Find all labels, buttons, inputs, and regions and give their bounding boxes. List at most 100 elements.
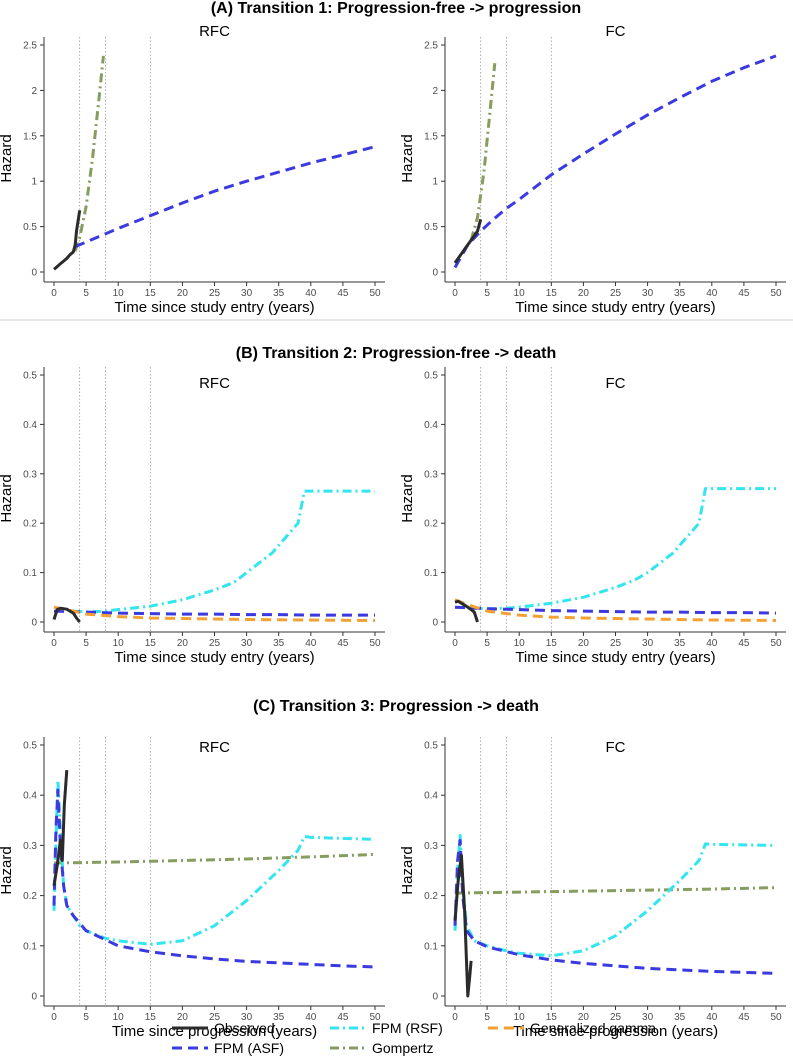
legend-label: Generalized gamma	[530, 1020, 656, 1036]
panel-subtitle: FC	[606, 375, 626, 392]
chart-panel: RFC 0 5 10 15 20 25 30 35 40 45 50 0 0.1 0.2 0.3 0.4 0.5 T…	[0, 737, 385, 1040]
series-line-gengamma	[53, 605, 376, 622]
series-line-gompertz	[53, 852, 376, 865]
x-tick-label: 15	[546, 288, 558, 299]
series-line-gengamma	[454, 598, 777, 622]
panel-subtitle: FC	[606, 23, 626, 40]
x-tick-label: 35	[273, 1012, 285, 1023]
x-tick-label: 40	[305, 1012, 317, 1023]
x-tick-label: 15	[546, 1012, 558, 1023]
legend: Observed FPM (ASF) FPM (RSF) Gompertz Genera…	[172, 1020, 656, 1056]
series-line-fpm_asf	[52, 788, 376, 969]
x-tick-label: 30	[241, 638, 253, 649]
x-tick-label: 10	[514, 638, 526, 649]
x-tick-label: 50	[770, 288, 782, 299]
x-tick-label: 0	[452, 1012, 458, 1023]
x-tick-label: 15	[145, 288, 157, 299]
series-line-gompertz	[454, 886, 777, 895]
y-tick-label: 0.1	[424, 941, 438, 952]
x-tick-label: 0	[452, 288, 458, 299]
x-tick-label: 25	[209, 288, 221, 299]
x-tick-label: 40	[305, 288, 317, 299]
x-tick-label: 5	[83, 1012, 89, 1023]
y-tick-label: 0	[432, 268, 438, 279]
x-tick-label: 40	[305, 638, 317, 649]
y-tick-label: 0.5	[424, 741, 438, 752]
x-tick-label: 5	[484, 1012, 490, 1023]
x-tick-label: 20	[578, 1012, 590, 1023]
legend-item-gompertz: Gompertz	[330, 1040, 433, 1056]
x-tick-label: 25	[610, 1012, 622, 1023]
y-axis-title: Hazard	[0, 474, 15, 522]
y-tick-label: 1.5	[424, 131, 438, 142]
y-tick-label: 1	[432, 177, 438, 188]
x-tick-label: 10	[113, 638, 125, 649]
x-tick-label: 25	[610, 638, 622, 649]
x-tick-label: 20	[177, 1012, 189, 1023]
series-line-fpm_asf	[454, 605, 777, 615]
y-tick-label: 0.5	[424, 371, 438, 382]
panel-subtitle: RFC	[199, 375, 230, 392]
x-tick-label: 5	[83, 288, 89, 299]
series-line-observed	[453, 853, 473, 998]
y-tick-label: 0	[31, 618, 37, 629]
series-line-gompertz	[469, 63, 497, 241]
y-axis-title: Hazard	[0, 846, 15, 894]
y-tick-label: 0.4	[424, 791, 438, 802]
x-axis-title: Time since progression (years)	[513, 1023, 718, 1040]
y-tick-label: 0.4	[23, 791, 37, 802]
y-tick-label: 0.3	[424, 841, 438, 852]
x-tick-label: 35	[674, 1012, 686, 1023]
series-line-fpm_rsf	[453, 833, 777, 958]
x-tick-label: 15	[546, 638, 558, 649]
x-axis-title: Time since study entry (years)	[114, 299, 314, 316]
y-tick-label: 0.1	[23, 568, 37, 579]
panel-subtitle: RFC	[199, 739, 230, 756]
y-tick-label: 2	[432, 86, 438, 97]
chart-panel: RFC 0 5 10 15 20 25 30 35 40 45 50 0 0.5 1 1.5 2 2.5 Time …	[0, 23, 385, 316]
x-tick-label: 25	[209, 1012, 221, 1023]
y-tick-label: 2	[31, 86, 37, 97]
x-tick-label: 15	[145, 1012, 157, 1023]
y-tick-label: 0.2	[424, 891, 438, 902]
x-tick-label: 20	[177, 638, 189, 649]
y-tick-label: 2.5	[424, 41, 438, 52]
x-tick-label: 50	[369, 1012, 381, 1023]
x-tick-label: 10	[514, 1012, 526, 1023]
chart-panel: FC 0 5 10 15 20 25 30 35 40 45 50 0 0.1 0.2 0.3 0.4 0.5 Ti…	[399, 367, 786, 666]
x-tick-label: 20	[177, 288, 189, 299]
series-line-fpm_asf	[453, 54, 777, 269]
x-tick-label: 20	[578, 288, 590, 299]
series-line-observed	[454, 599, 479, 623]
x-tick-label: 35	[674, 638, 686, 649]
x-tick-label: 50	[369, 638, 381, 649]
chart-panel: FC 0 5 10 15 20 25 30 35 40 45 50 0 0.1 0.2 0.3 0.4 0.5 Ti…	[399, 737, 786, 1040]
x-tick-label: 5	[83, 638, 89, 649]
legend-item-gengamma: Generalized gamma	[488, 1020, 656, 1036]
y-tick-label: 0.1	[23, 941, 37, 952]
x-tick-label: 15	[145, 638, 157, 649]
y-tick-label: 0.5	[23, 222, 37, 233]
x-tick-label: 30	[642, 1012, 654, 1023]
row-a-title: (A) Transition 1: Progression-free -> pr…	[211, 0, 581, 17]
x-tick-label: 45	[337, 288, 349, 299]
y-tick-label: 0	[432, 992, 438, 1003]
y-tick-label: 1.5	[23, 131, 37, 142]
y-axis-title: Hazard	[399, 134, 416, 182]
y-axis-title: Hazard	[399, 474, 416, 522]
legend-item-fpm_asf: FPM (ASF)	[172, 1040, 284, 1056]
row-b-title: (B) Transition 2: Progression-free -> de…	[236, 345, 557, 362]
x-tick-label: 0	[51, 1012, 57, 1023]
y-axis-title: Hazard	[0, 134, 15, 182]
row-c-title: (C) Transition 3: Progression -> death	[253, 698, 539, 715]
x-tick-label: 50	[369, 288, 381, 299]
y-tick-label: 0.3	[23, 841, 37, 852]
x-tick-label: 45	[738, 1012, 750, 1023]
y-tick-label: 0.5	[23, 741, 37, 752]
y-tick-label: 0.5	[424, 222, 438, 233]
x-tick-label: 5	[484, 638, 490, 649]
y-tick-label: 0.4	[23, 420, 37, 431]
series-line-observed	[52, 769, 69, 886]
x-tick-label: 0	[452, 638, 458, 649]
